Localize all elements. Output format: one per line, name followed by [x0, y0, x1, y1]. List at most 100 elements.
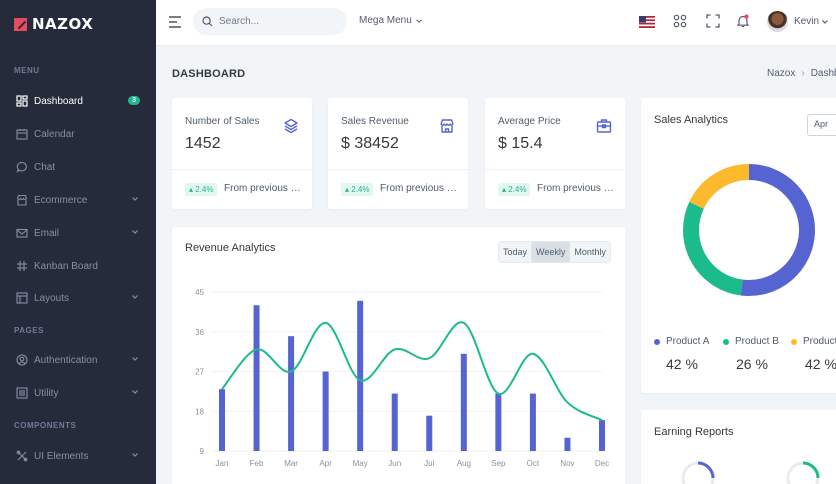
x-tick-label: Mar: [284, 459, 298, 468]
stat-badge-value: 2.4%: [508, 185, 527, 194]
donut-slice: [689, 164, 750, 210]
store-icon: [440, 119, 454, 133]
stat-badge-value: 2.4%: [351, 185, 370, 194]
weekly-button[interactable]: Weekly: [532, 242, 571, 262]
mega-menu-label: Mega Menu: [359, 15, 412, 26]
revenue-bar: [495, 393, 502, 451]
sidebar-item-utility[interactable]: Utility: [0, 382, 156, 404]
sidebar-item-label: Utility: [34, 387, 59, 399]
breadcrumb-item[interactable]: Nazox: [767, 68, 796, 79]
donut-slice: [740, 164, 815, 296]
revenue-chart: 45 36 27 18 9 Jan Feb Mar Apr May Jun Jul Aug Sep Oct N…: [195, 288, 609, 468]
donut-slice: [683, 201, 744, 296]
stat-label: Average Price: [498, 116, 561, 127]
y-tick-label: 45: [195, 288, 204, 297]
sidebar-item-ui-elements[interactable]: UI Elements: [0, 445, 156, 467]
revenue-line: [221, 321, 603, 421]
chevron-down-icon: [132, 230, 138, 234]
chat-icon: [16, 161, 27, 173]
revenue-bar: [529, 393, 536, 451]
sidebar-item-chat[interactable]: Chat: [0, 156, 156, 178]
revenue-bar: [391, 393, 398, 451]
sidebar-item-label: Authentication: [34, 354, 98, 366]
sidebar-item-dashboard[interactable]: Dashboard 3: [0, 90, 156, 112]
chevron-down-icon: [132, 453, 138, 457]
chevron-down-icon: [132, 390, 138, 394]
revenue-analytics-card: Revenue Analytics Today Weekly Monthly 4…: [172, 227, 625, 484]
period-select-value: Apr: [814, 119, 829, 129]
legend-label: Product B: [735, 336, 779, 347]
stat-badge: ▴ 2.4%: [341, 183, 374, 196]
menu-section-title: MENU: [14, 66, 40, 75]
brand-mark-icon: [14, 17, 27, 31]
notification-bell-icon[interactable]: [736, 14, 750, 28]
fullscreen-icon[interactable]: [706, 14, 720, 28]
tools-icon: [16, 450, 28, 462]
x-tick-label: May: [353, 459, 368, 468]
stat-label: Number of Sales: [185, 116, 260, 127]
layout-icon: [16, 292, 28, 304]
x-tick-label: Apr: [319, 459, 332, 468]
y-tick-label: 36: [195, 328, 204, 337]
legend-value: 42 %: [805, 356, 836, 372]
revenue-bar: [357, 300, 364, 451]
sidebar-item-label: Layouts: [34, 292, 70, 304]
sidebar-item-label: Ecommerce: [34, 194, 88, 206]
stat-card-sales: Number of Sales 1452 ▴ 2.4% From previou…: [172, 98, 312, 209]
hashtag-icon: [17, 261, 27, 271]
legend-item: Product A: [654, 336, 709, 347]
sales-analytics-card: Sales Analytics Product A Product B Prod…: [641, 98, 836, 393]
briefcase-icon: [596, 119, 612, 133]
page-title: DASHBOARD: [172, 68, 246, 80]
stat-sub: From previous period: [537, 183, 617, 194]
revenue-bar: [219, 389, 225, 451]
period-select[interactable]: Apr: [807, 114, 836, 136]
revenue-bar: [599, 420, 605, 451]
sidebar-item-kanban-board[interactable]: Kanban Board: [0, 255, 156, 277]
sidebar-item-ecommerce[interactable]: Ecommerce: [0, 189, 156, 211]
pages-section-title: PAGES: [14, 326, 44, 335]
brand-name: NAZOX: [32, 15, 94, 33]
chevron-down-icon: [132, 295, 138, 299]
x-tick-label: Feb: [250, 459, 264, 468]
sidebar-item-label: Dashboard: [34, 95, 83, 107]
brand-logo[interactable]: NAZOX: [0, 0, 156, 48]
period-toggle: Today Weekly Monthly: [498, 241, 611, 263]
legend-item: Product B: [723, 336, 779, 347]
earning-reports-card: Earning Reports: [641, 410, 836, 484]
calendar-icon: [16, 129, 28, 140]
x-tick-label: Nov: [560, 459, 574, 468]
sidebar-item-calendar[interactable]: Calendar: [0, 123, 156, 145]
earning-radial-chart: [681, 461, 715, 484]
apps-grid-icon[interactable]: [673, 14, 687, 28]
avatar[interactable]: [767, 11, 788, 32]
stat-footer: ▴ 2.4% From previous period: [328, 169, 468, 209]
monthly-button[interactable]: Monthly: [570, 242, 610, 262]
x-tick-label: Jan: [216, 459, 229, 468]
sidebar-item-email[interactable]: Email: [0, 222, 156, 244]
stat-badge-value: 2.4%: [195, 185, 214, 194]
sidebar-item-authentication[interactable]: Authentication: [0, 349, 156, 371]
breadcrumb: Nazox › Dashboard: [767, 68, 836, 79]
hamburger-menu-icon[interactable]: [168, 15, 182, 29]
legend-label: Product A: [666, 336, 710, 347]
sidebar-item-label: Kanban Board: [34, 260, 98, 272]
y-tick-label: 27: [195, 368, 204, 377]
search-input[interactable]: [219, 16, 329, 27]
stat-sub: From previous period: [224, 183, 304, 194]
dashboard-badge: 3: [128, 96, 140, 105]
sidebar-item-label: UI Elements: [34, 450, 89, 462]
stat-label: Sales Revenue: [341, 116, 409, 127]
user-name[interactable]: Kevin: [794, 16, 820, 27]
card-title: Revenue Analytics: [185, 242, 276, 254]
us-flag-icon[interactable]: [639, 16, 655, 28]
chevron-down-icon[interactable]: [820, 17, 830, 27]
components-section-title: COMPONENTS: [14, 421, 77, 430]
mega-menu-dropdown[interactable]: Mega Menu: [359, 15, 423, 26]
stat-card-revenue: Sales Revenue $ 38452 ▴ 2.4% From previo…: [328, 98, 468, 209]
x-tick-label: Oct: [527, 459, 540, 468]
sidebar: NAZOX MENU Dashboard 3 Calendar Chat Eco…: [0, 0, 156, 484]
today-button[interactable]: Today: [499, 242, 533, 262]
sidebar-item-layouts[interactable]: Layouts: [0, 287, 156, 309]
chevron-down-icon: [132, 357, 138, 361]
